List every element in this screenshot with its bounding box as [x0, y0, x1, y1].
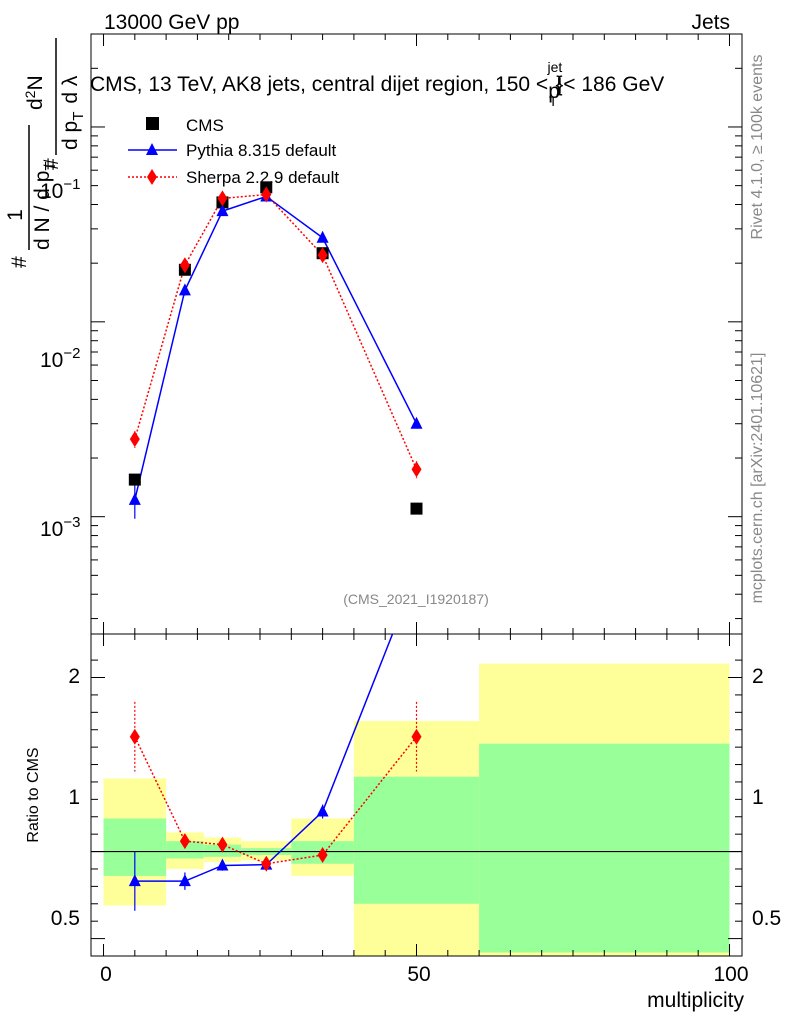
- x-tick-labels: 0 50 100: [100, 963, 748, 986]
- point-pythia-2: [216, 204, 229, 217]
- main-line-pythia: [134, 195, 418, 501]
- y-label-den: d N / d pT: [31, 161, 59, 250]
- axis-ticks: [91, 34, 742, 956]
- ratio-point-sherpa-3: [261, 855, 272, 872]
- y-tick-label-1e-3: 10−3: [40, 514, 80, 541]
- ratio-tick-label-right-0-5: 0.5: [752, 907, 781, 930]
- point-cms-5: [410, 502, 423, 515]
- header-left: 13000 GeV pp: [104, 11, 239, 34]
- ratio-tick-label-left-2: 2: [68, 665, 80, 688]
- header-right: Jets: [691, 11, 730, 34]
- point-sherpa-2: [217, 190, 228, 207]
- ratio-point-pythia-0: [128, 874, 141, 887]
- band-green-5: [353, 776, 480, 904]
- point-cms-0: [128, 473, 141, 486]
- point-pythia-1: [178, 283, 191, 296]
- point-sherpa-4: [317, 247, 328, 264]
- main-y-tick-labels: 10−3 10−2 10−1: [40, 176, 80, 541]
- ratio-tick-label-left-1: 1: [68, 786, 80, 809]
- x-axis-label: multiplicity: [647, 989, 744, 1012]
- ratio-tick-label-right-2: 2: [752, 665, 764, 688]
- legend-marker-cms: [146, 117, 159, 130]
- rivet-label: Rivet 4.1.0, ≥ 100k events: [749, 55, 766, 240]
- ratio-tick-label-right-1: 1: [752, 786, 764, 809]
- y-label-hash-2: #: [40, 158, 63, 170]
- plot-title: CMS, 13 TeV, AK8 jets, central dijet reg…: [90, 59, 664, 109]
- y-label-num: 1: [4, 209, 27, 221]
- ratio-point-pythia-4: [316, 804, 329, 817]
- ratio-line-sherpa: [134, 736, 418, 865]
- y-tick-label-1e-2: 10−2: [40, 345, 80, 372]
- x-tick-label-0: 0: [100, 963, 112, 986]
- ratio-point-sherpa-0: [129, 728, 140, 745]
- ratio-point-pythia-2: [216, 858, 229, 871]
- x-tick-label-50: 50: [407, 963, 430, 986]
- ratio-bands: [91, 663, 742, 956]
- legend-marker-pythia: [146, 143, 158, 155]
- y-label-part-den: d pTd λ: [59, 75, 87, 150]
- ratio-point-sherpa-5: [411, 728, 422, 745]
- band-green-6: [479, 743, 730, 953]
- ratio-y-tick-labels: 0.5 1 2 0.5 1 2: [51, 665, 781, 930]
- ratio-tick-label-left-0-5: 0.5: [51, 907, 80, 930]
- x-tick-label-100: 100: [713, 963, 748, 986]
- ratio-point-pythia-1: [178, 874, 191, 887]
- legend: CMS Pythia 8.315 default Sherpa 2.2.9 de…: [128, 116, 339, 187]
- point-sherpa-0: [129, 431, 140, 448]
- y-label-part-num: d2N: [22, 75, 47, 110]
- point-sherpa-1: [179, 257, 190, 274]
- ratio-point-sherpa-2: [217, 836, 228, 853]
- legend-label-pythia: Pythia 8.315 default: [186, 141, 337, 160]
- ratio-point-sherpa-4: [317, 847, 328, 864]
- mcplots-label: mcplots.cern.ch [arXiv:2401.10621]: [749, 353, 766, 604]
- point-pythia-4: [316, 230, 329, 243]
- point-sherpa-3: [261, 186, 272, 203]
- point-pythia-0: [128, 492, 141, 505]
- ratio-point-sherpa-1: [179, 833, 190, 850]
- point-sherpa-5: [411, 461, 422, 478]
- ratio-y-axis-label: Ratio to CMS: [25, 747, 42, 842]
- legend-marker-sherpa: [147, 169, 157, 185]
- legend-label-cms: CMS: [186, 116, 224, 135]
- main-line-sherpa: [134, 193, 418, 470]
- ratio-line-pythia: [134, 634, 394, 882]
- analysis-id: (CMS_2021_I1920187): [343, 591, 489, 607]
- y-label-hash-1: #: [8, 256, 31, 268]
- band-green-1: [166, 841, 204, 859]
- main-y-axis-label: # 1 d N / d pT # d2N d pTd λ: [4, 38, 87, 268]
- legend-label-sherpa: Sherpa 2.2.9 default: [186, 168, 339, 187]
- series-markers: [128, 181, 423, 887]
- y-tick-label-1e-1: 10−1: [40, 176, 80, 203]
- point-pythia-5: [410, 416, 423, 429]
